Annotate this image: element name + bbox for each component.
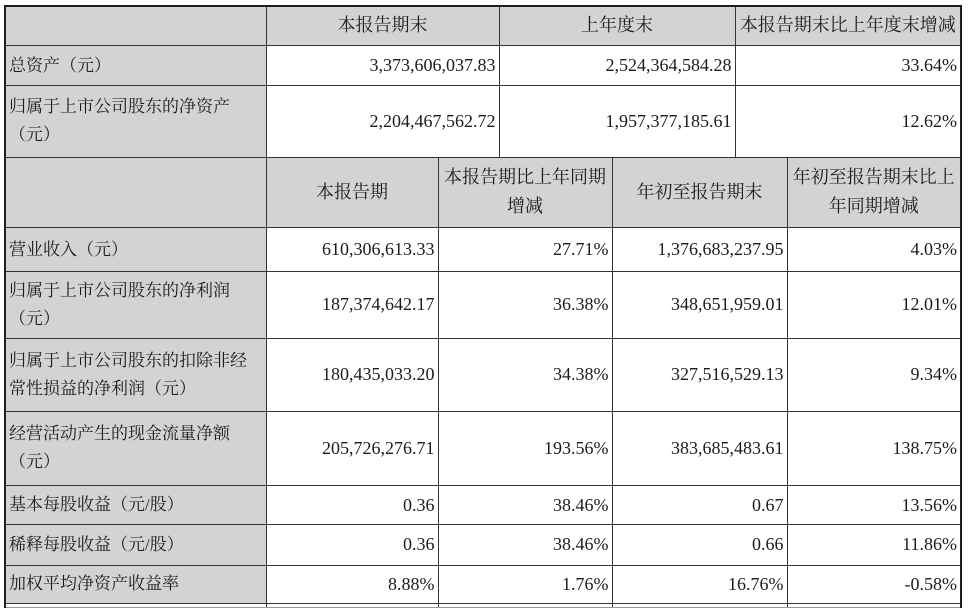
value-cell: 8.88% xyxy=(265,564,439,604)
value-cell: 12.62% xyxy=(734,85,962,158)
table-row: 总资产（元） 3,373,606,037.83 2,524,364,584.28… xyxy=(4,45,962,87)
table-row: 经营活动产生的现金流量净额 （元） 205,726,276.71 193.56%… xyxy=(4,410,962,487)
value-cell: 34.38% xyxy=(437,337,613,412)
value-cell: 1,376,683,237.95 xyxy=(611,227,788,273)
column-header-current-period: 本报告期 xyxy=(265,156,439,229)
table-row: 归属于上市公司股东的净利润 （元） 187,374,642.17 36.38% … xyxy=(4,271,962,339)
value-cell: 4.03% xyxy=(786,227,962,273)
value-cell: 0.66 xyxy=(611,524,788,566)
balance-snapshot-table: 本报告期末 上年度末 本报告期末比上年度末增减 总资产（元） 3,373,606… xyxy=(4,4,962,158)
row-label: 基本每股收益（元/股） xyxy=(4,485,267,526)
value-cell: 27.71% xyxy=(437,227,613,273)
corner-header-cell xyxy=(4,156,267,229)
empty-cell xyxy=(611,602,788,608)
column-header-prior-year-end: 上年度末 xyxy=(498,5,736,47)
value-cell: 12.01% xyxy=(786,271,962,339)
value-cell: 187,374,642.17 xyxy=(265,271,439,339)
value-cell: 0.36 xyxy=(265,485,439,526)
value-cell: 205,726,276.71 xyxy=(265,410,439,487)
row-label: 稀释每股收益（元/股） xyxy=(4,524,267,566)
value-cell: 36.38% xyxy=(437,271,613,339)
row-label: 总资产（元） xyxy=(4,45,267,87)
value-cell: 13.56% xyxy=(786,485,962,526)
empty-cell xyxy=(786,602,962,608)
value-cell: 383,685,483.61 xyxy=(611,410,788,487)
value-cell: 0.36 xyxy=(265,524,439,566)
table-row: 本报告期末 上年度末 本报告期末比上年度末增减 xyxy=(4,5,962,47)
value-cell: 16.76% xyxy=(611,564,788,604)
row-label: 经营活动产生的现金流量净额 （元） xyxy=(4,410,267,487)
value-cell: 193.56% xyxy=(437,410,613,487)
value-cell: 180,435,033.20 xyxy=(265,337,439,412)
column-header-current-period-end: 本报告期末 xyxy=(265,5,500,47)
column-header-year-to-date-yoy: 年初至报告期末比上 年同期增减 xyxy=(786,156,962,229)
value-cell: 1,957,377,185.61 xyxy=(498,85,736,158)
column-header-change: 本报告期末比上年度末增减 xyxy=(734,5,962,47)
table-row: 加权平均净资产收益率 8.88% 1.76% 16.76% -0.58% xyxy=(4,564,962,604)
table-row: 本报告期 本报告期比上年同期 增减 年初至报告期末 年初至报告期末比上 年同期增… xyxy=(4,156,962,229)
value-cell: -0.58% xyxy=(786,564,962,604)
table-row: 稀释每股收益（元/股） 0.36 38.46% 0.66 11.86% xyxy=(4,524,962,566)
value-cell: 327,516,529.13 xyxy=(611,337,788,412)
value-cell: 1.76% xyxy=(437,564,613,604)
empty-cell xyxy=(4,602,267,608)
table-row: 营业收入（元） 610,306,613.33 27.71% 1,376,683,… xyxy=(4,227,962,273)
value-cell: 0.67 xyxy=(611,485,788,526)
value-cell: 2,524,364,584.28 xyxy=(498,45,736,87)
value-cell: 2,204,467,562.72 xyxy=(265,85,500,158)
row-label: 归属于上市公司股东的扣除非经 常性损益的净利润（元） xyxy=(4,337,267,412)
table-row-cut-off xyxy=(4,602,962,608)
table-row: 归属于上市公司股东的扣除非经 常性损益的净利润（元） 180,435,033.2… xyxy=(4,337,962,412)
value-cell: 33.64% xyxy=(734,45,962,87)
value-cell: 38.46% xyxy=(437,524,613,566)
table-row: 归属于上市公司股东的净资产 （元） 2,204,467,562.72 1,957… xyxy=(4,85,962,158)
table-row: 基本每股收益（元/股） 0.36 38.46% 0.67 13.56% xyxy=(4,485,962,526)
column-header-current-period-yoy: 本报告期比上年同期 增减 xyxy=(437,156,613,229)
row-label: 归属于上市公司股东的净利润 （元） xyxy=(4,271,267,339)
value-cell: 11.86% xyxy=(786,524,962,566)
column-header-year-to-date: 年初至报告期末 xyxy=(611,156,788,229)
value-cell: 348,651,959.01 xyxy=(611,271,788,339)
value-cell: 9.34% xyxy=(786,337,962,412)
value-cell: 138.75% xyxy=(786,410,962,487)
value-cell: 3,373,606,037.83 xyxy=(265,45,500,87)
row-label: 加权平均净资产收益率 xyxy=(4,564,267,604)
row-label: 营业收入（元） xyxy=(4,227,267,273)
income-statement-table: 本报告期 本报告期比上年同期 增减 年初至报告期末 年初至报告期末比上 年同期增… xyxy=(4,156,962,608)
row-label: 归属于上市公司股东的净资产 （元） xyxy=(4,85,267,158)
value-cell: 610,306,613.33 xyxy=(265,227,439,273)
value-cell: 38.46% xyxy=(437,485,613,526)
empty-cell xyxy=(265,602,439,608)
empty-cell xyxy=(437,602,613,608)
corner-header-cell xyxy=(4,5,267,47)
